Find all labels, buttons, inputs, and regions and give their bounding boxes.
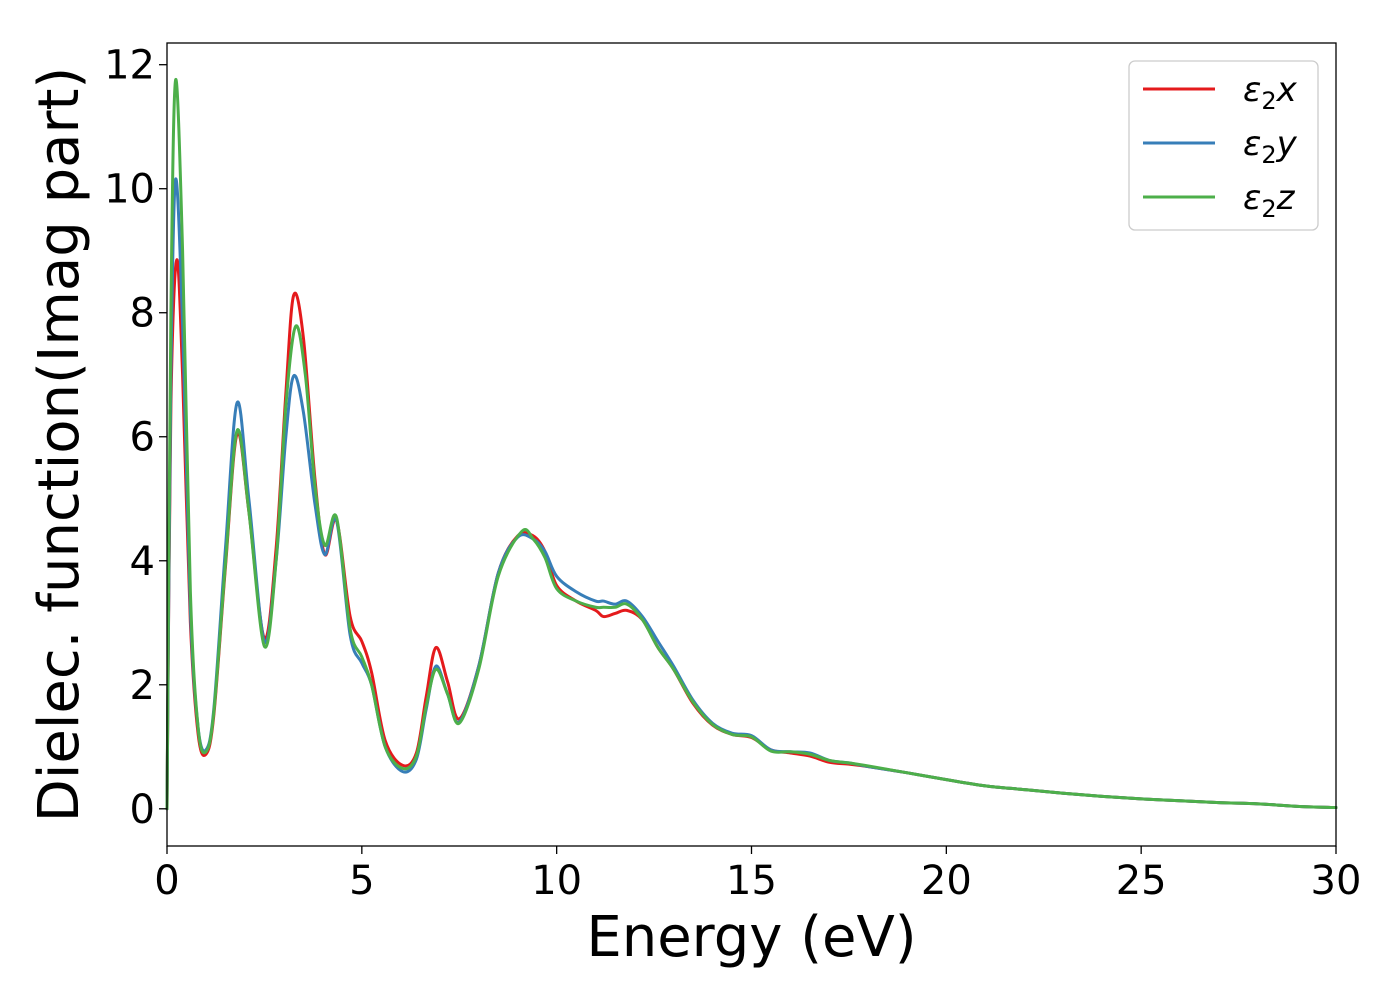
legend-box bbox=[1128, 60, 1319, 231]
x-tick-label: 30 bbox=[1311, 858, 1362, 904]
x-tick-label: 25 bbox=[1116, 858, 1167, 904]
legend-label-base: ε bbox=[1243, 70, 1261, 110]
y-tick-label: 8 bbox=[130, 291, 155, 337]
x-tick-label: 10 bbox=[531, 858, 582, 904]
legend-label-z: ε2z bbox=[1243, 178, 1296, 223]
legend-label-y: ε2y bbox=[1243, 124, 1298, 169]
legend-label-base: ε bbox=[1243, 178, 1261, 218]
y-tick-label: 6 bbox=[130, 415, 155, 461]
legend-label-sub: 2 bbox=[1261, 141, 1276, 169]
y-tick-label: 4 bbox=[130, 539, 155, 585]
x-tick-label: 5 bbox=[349, 858, 374, 904]
legend-label-x: ε2x bbox=[1243, 70, 1298, 115]
y-tick-label: 0 bbox=[130, 787, 155, 833]
y-tick-label: 10 bbox=[104, 167, 155, 213]
y-axis-label: Dielec. function(Imag part) bbox=[27, 67, 92, 823]
legend-label-var: y bbox=[1276, 124, 1298, 164]
legend-label-var: x bbox=[1276, 70, 1298, 110]
series-line-z bbox=[165, 78, 1338, 811]
legend-label-var: z bbox=[1276, 178, 1296, 218]
x-tick-label: 0 bbox=[154, 858, 179, 904]
legend-label-base: ε bbox=[1243, 124, 1261, 164]
series-layer bbox=[165, 78, 1338, 811]
y-axis: 0 2 4 6 8 10 12 bbox=[104, 43, 167, 833]
x-tick-label: 20 bbox=[921, 858, 972, 904]
legend-label-sub: 2 bbox=[1261, 195, 1276, 223]
x-tick-label: 15 bbox=[726, 858, 777, 904]
x-axis-label: Energy (eV) bbox=[586, 905, 916, 970]
y-tick-label: 12 bbox=[104, 43, 155, 89]
x-axis: 0 5 10 15 20 25 30 bbox=[154, 846, 1361, 904]
y-tick-label: 2 bbox=[130, 663, 155, 709]
legend-label-sub: 2 bbox=[1261, 87, 1276, 115]
